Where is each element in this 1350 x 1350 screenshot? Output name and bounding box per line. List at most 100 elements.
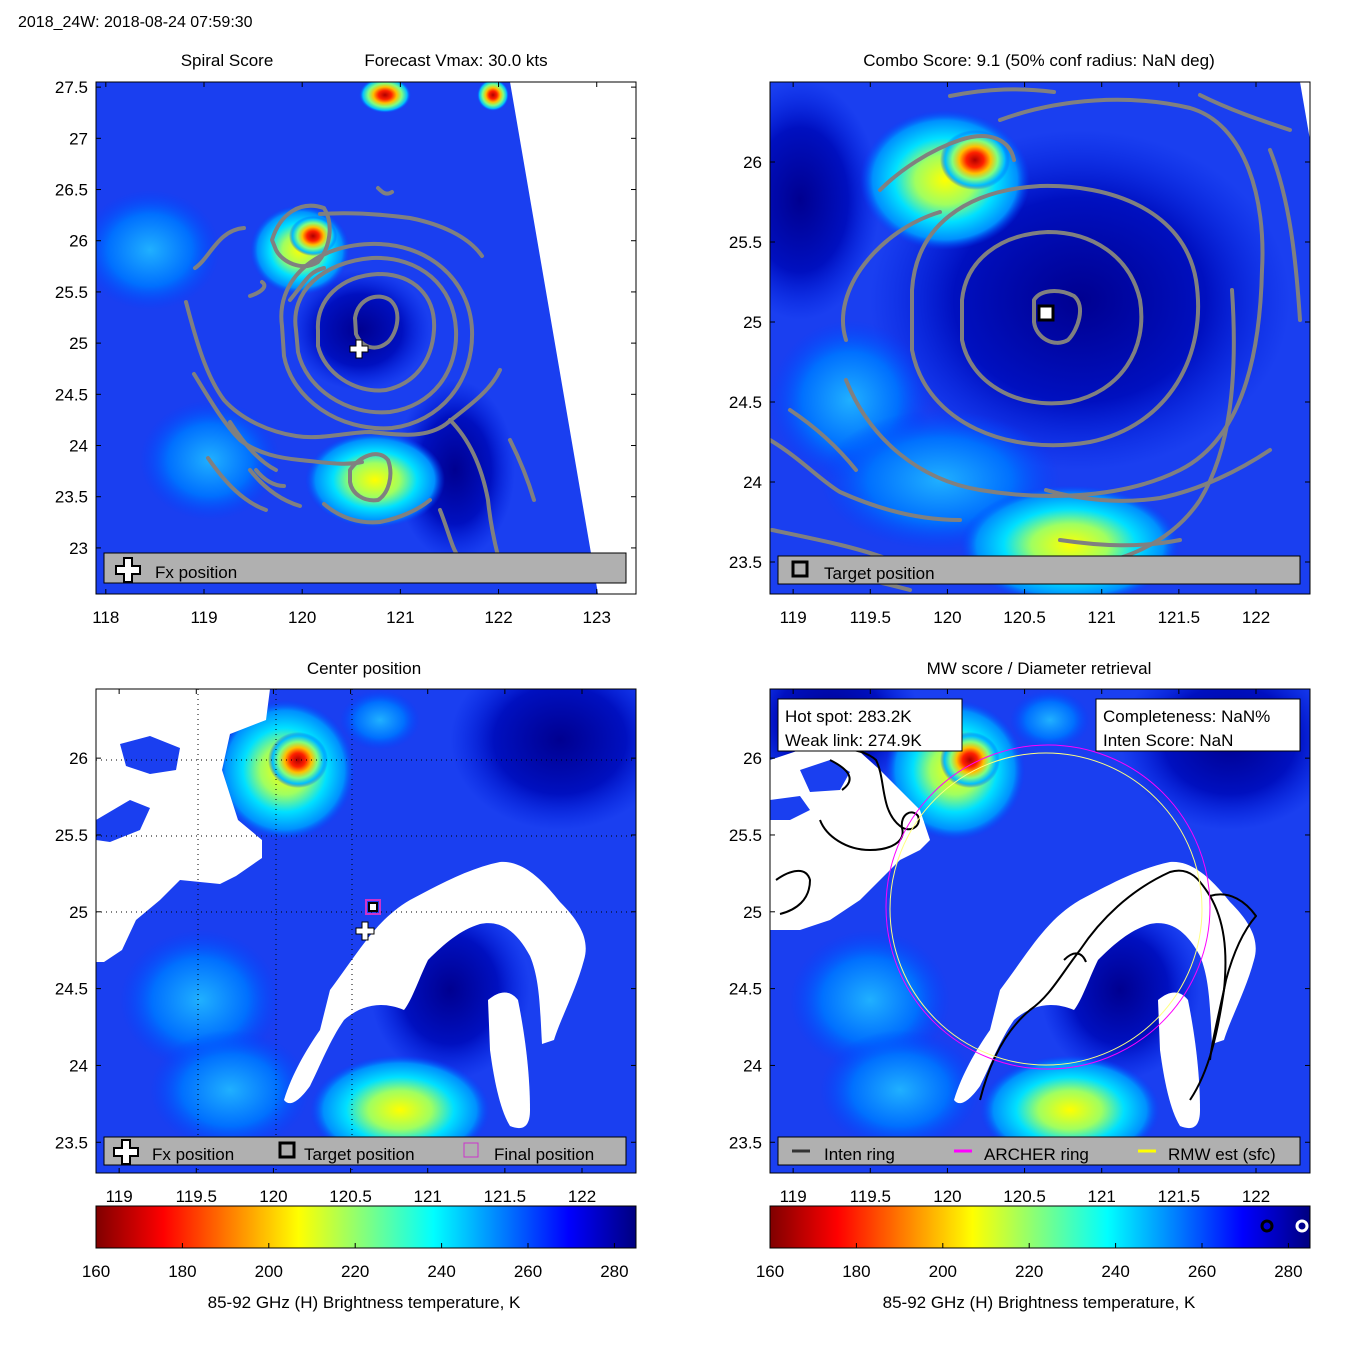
colorbar-tick-label: 240 <box>427 1262 455 1281</box>
colorbar-hot-spot-marker <box>1260 1219 1274 1233</box>
colorbar-tick-label: 220 <box>1015 1262 1043 1281</box>
panel3-legend-final-icon <box>463 1142 479 1158</box>
colorbar-left-ticks: 160 180 200 220 240 260 280 <box>82 1243 629 1281</box>
y-tick-label: 26 <box>69 232 88 251</box>
x-tick-label: 120 <box>933 1187 961 1206</box>
panel3-fx-marker <box>355 921 375 941</box>
y-tick-label: 25.5 <box>729 826 762 845</box>
x-tick-label: 120 <box>259 1187 287 1206</box>
x-tick-label: 122 <box>1242 1187 1270 1206</box>
panel4-axes: 119 119.5 120 120.5 121 121.5 122 23.5 24 24.5 25 2… <box>729 689 1310 1206</box>
x-tick-label: 119 <box>190 608 217 627</box>
panel3-legend-target-label: Target position <box>304 1145 415 1164</box>
panel2-legend-target-icon <box>791 560 809 578</box>
y-tick-label: 24 <box>743 1056 762 1075</box>
x-tick-label: 122 <box>568 1187 596 1206</box>
y-tick-label: 23 <box>69 539 88 558</box>
panel1-plot-area <box>96 82 598 594</box>
y-tick-label: 24.5 <box>55 385 88 404</box>
panel4-weak-link: Weak link: 274.9K <box>785 731 922 750</box>
colorbar-tick-label: 200 <box>255 1262 283 1281</box>
x-tick-label: 123 <box>583 608 611 627</box>
panel-combo-score: Combo Score: 9.1 (50% conf radius: NaN d… <box>729 51 1311 627</box>
panel2-target-marker <box>1037 304 1055 322</box>
x-tick-label: 121 <box>1088 608 1116 627</box>
y-tick-label: 26 <box>743 153 762 172</box>
panel-mw-score: MW score / Diameter retrieval <box>729 659 1311 1206</box>
x-tick-label: 121 <box>1088 1187 1116 1206</box>
x-tick-label: 121 <box>414 1187 442 1206</box>
panel4-hot-spot: Hot spot: 283.2K <box>785 707 912 726</box>
panel3-axes: 119 119.5 120 120.5 121 121.5 122 23.5 24 24.5 25 2… <box>55 689 636 1206</box>
panel2-title: Combo Score: 9.1 (50% conf radius: NaN d… <box>863 51 1215 70</box>
x-tick-label: 121.5 <box>1158 608 1201 627</box>
panel4-archer-ring <box>885 744 1211 1070</box>
panel3-legend: Fx position Target position Final positi… <box>103 1136 627 1166</box>
x-tick-label: 120 <box>288 608 316 627</box>
panel1-title-left: Spiral Score <box>181 51 274 70</box>
colorbar-tick-label: 280 <box>1274 1262 1302 1281</box>
x-tick-label: 122 <box>484 608 512 627</box>
panel4-legend: Inten ring ARCHER ring RMW est (sfc) <box>777 1136 1301 1166</box>
y-tick-label: 25 <box>69 334 88 353</box>
panel4-legend-inten-label: Inten ring <box>824 1145 895 1164</box>
x-tick-label: 119.5 <box>850 608 891 627</box>
y-tick-label: 27.5 <box>55 78 88 97</box>
y-tick-label: 24 <box>69 437 88 456</box>
colorbar-right-ticks: 160 180 200 220 240 260 280 <box>756 1243 1303 1281</box>
y-tick-label: 25.5 <box>55 826 88 845</box>
panel2-axes: 119 119.5 120 120.5 121 121.5 122 23.5 24 24.5 25 2… <box>729 82 1310 627</box>
x-tick-label: 118 <box>92 608 119 627</box>
x-tick-label: 119 <box>780 608 807 627</box>
x-tick-label: 120 <box>933 608 961 627</box>
panel1-axes: 118 119 120 121 122 123 23 23.5 24 24.5 25 25.5 26 26… <box>55 78 636 627</box>
y-tick-label: 26.5 <box>55 181 88 200</box>
panel4-completeness: Completeness: NaN% <box>1103 707 1270 726</box>
colorbar-weak-link-marker <box>1295 1219 1309 1233</box>
panel4-legend-rmw-label: RMW est (sfc) <box>1168 1145 1276 1164</box>
y-tick-label: 26 <box>743 749 762 768</box>
x-tick-label: 121.5 <box>1158 1187 1201 1206</box>
panel3-title: Center position <box>307 659 421 678</box>
panel1-legend-fx-label: Fx position <box>155 563 237 582</box>
y-tick-label: 23.5 <box>729 1133 762 1152</box>
colorbar-tick-label: 160 <box>82 1262 110 1281</box>
x-tick-label: 119.5 <box>176 1187 217 1206</box>
y-tick-label: 25.5 <box>729 233 762 252</box>
colorbar-tick-label: 180 <box>168 1262 196 1281</box>
x-tick-label: 119 <box>106 1187 133 1206</box>
panel-spiral-score: Spiral Score Forecast Vmax: 30.0 kts <box>55 51 637 627</box>
y-tick-label: 24 <box>743 473 762 492</box>
colorbar-tick-label: 260 <box>1188 1262 1216 1281</box>
panel3-final-marker <box>365 899 381 915</box>
colorbar-right: 160 180 200 220 240 260 280 85-92 GHz (H) Brig… <box>756 1205 1311 1312</box>
colorbar-tick-label: 180 <box>842 1262 870 1281</box>
panel4-title: MW score / Diameter retrieval <box>927 659 1152 678</box>
y-tick-label: 24.5 <box>729 393 762 412</box>
x-tick-label: 120.5 <box>1003 608 1046 627</box>
panel1-contours <box>184 186 536 558</box>
panel4-inten-contour <box>775 739 1257 1101</box>
colorbar-left-label: 85-92 GHz (H) Brightness temperature, K <box>208 1293 521 1312</box>
y-tick-label: 26 <box>69 749 88 768</box>
panel1-legend: Fx position <box>103 552 627 584</box>
y-tick-label: 25 <box>743 903 762 922</box>
panel3-grid <box>96 689 636 1173</box>
x-tick-label: 119.5 <box>850 1187 891 1206</box>
panel4-legend-archer-label: ARCHER ring <box>984 1145 1089 1164</box>
colorbar-tick-label: 160 <box>756 1262 784 1281</box>
y-tick-label: 25 <box>743 313 762 332</box>
x-tick-label: 121 <box>386 608 414 627</box>
panel1-title-right: Forecast Vmax: 30.0 kts <box>364 51 547 70</box>
x-tick-label: 120.5 <box>1003 1187 1046 1206</box>
panel3-masked-region <box>96 689 586 1129</box>
panel3-legend-final-label: Final position <box>494 1145 594 1164</box>
panel3-legend-fx-label: Fx position <box>152 1145 234 1164</box>
y-tick-label: 23.5 <box>55 488 88 507</box>
colorbar-tick-label: 240 <box>1101 1262 1129 1281</box>
colorbar-tick-label: 280 <box>600 1262 628 1281</box>
x-tick-label: 122 <box>1242 608 1270 627</box>
panel2-legend-target-label: Target position <box>824 564 935 583</box>
y-tick-label: 25.5 <box>55 283 88 302</box>
colorbar-left: 160 180 200 220 240 260 280 85-92 GHz (H) Brig… <box>82 1205 637 1312</box>
